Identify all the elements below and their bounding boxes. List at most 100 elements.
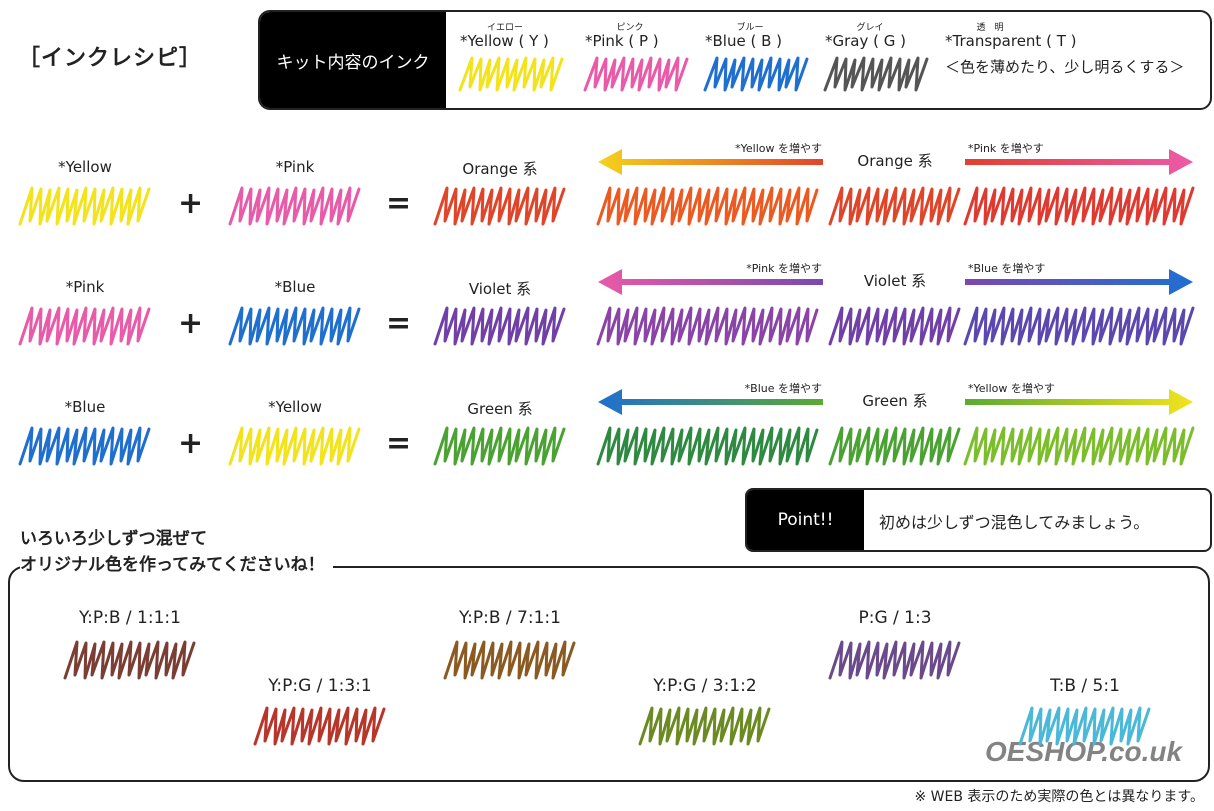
recipe-swatch [1018, 706, 1151, 746]
ink-stroke [828, 186, 961, 226]
arrow-shape [965, 389, 1193, 415]
row-ink-a-label: *Blue [64, 398, 106, 416]
ink-stroke [828, 306, 961, 346]
center-mix-swatch [828, 426, 961, 466]
ink-stroke [963, 186, 1195, 226]
ink-swatch-2 [703, 56, 809, 92]
left-arrow [598, 269, 823, 295]
row-result-label: Violet 系 [468, 280, 532, 298]
left-arrow-label: *Pink を増やす [746, 262, 822, 275]
center-label: Violet 系 [863, 272, 927, 290]
recipe-swatch [253, 706, 386, 746]
plus-sign: + [178, 306, 204, 341]
ink-stroke [228, 186, 361, 226]
plus-sign: + [178, 186, 204, 221]
right-arrow-label: *Pink を増やす [968, 142, 1044, 155]
equals-sign: = [386, 186, 412, 221]
ink-stroke [18, 426, 151, 466]
recipe-label: T:B / 5:1 [1050, 676, 1120, 696]
arrow-shape [598, 389, 823, 415]
footnote: ※ WEB 表示のため実際の色とは異なります。 [914, 789, 1204, 805]
row-ink-a-swatch [18, 186, 151, 226]
recipe-label: Y:P:B / 7:1:1 [459, 608, 561, 628]
recipe-swatch [443, 640, 576, 680]
ruby: イエロー [487, 23, 523, 33]
ink-name: *Blue ( B ) [705, 32, 782, 50]
center-mix-swatch [828, 306, 961, 346]
equals-sign: = [386, 306, 412, 341]
ink-stroke [596, 186, 819, 226]
ink-stroke [596, 426, 819, 466]
row-ink-a-label: *Yellow [58, 158, 112, 176]
point-text: 初めは少しずつ混色してみましょう。 [879, 513, 1150, 532]
page-title: ［インクレシピ］ [18, 46, 203, 71]
right-arrow-label: *Yellow を増やす [968, 382, 1055, 395]
recipe-swatch [828, 640, 961, 680]
row-ink-b-label: *Pink [275, 158, 315, 176]
ink-stroke [228, 426, 361, 466]
ink-stroke [583, 56, 689, 92]
ink-stroke [703, 56, 809, 92]
row-result-label: Green 系 [467, 400, 533, 418]
left-mix-swatch [596, 426, 819, 466]
row-ink-a-swatch [18, 426, 151, 466]
ink-stroke [253, 706, 386, 746]
arrow-shape [598, 269, 823, 295]
kit-label: キット内容のインク [260, 12, 446, 108]
recipe-label: Y:P:G / 1:3:1 [268, 676, 372, 696]
ink-name: *Gray ( G ) [825, 32, 906, 50]
ink-transparent: 透 明 *Transparent ( T ) ＜色を薄めたり、少し明るくする＞ [945, 12, 1205, 77]
row-ink-b-label: *Yellow [268, 398, 322, 416]
kit-inks-panel: キット内容のインク イエロー *Yellow ( Y ) ピンク *Pink (… [258, 10, 1212, 110]
point-badge: Point!! [747, 490, 864, 550]
mix-heading-line: オリジナル色を作ってみてくださいね！ [20, 555, 325, 575]
ruby: グレイ [856, 23, 884, 33]
ink-stroke [18, 306, 151, 346]
arrow-shape [965, 149, 1193, 175]
row-result-label: Orange 系 [462, 160, 538, 178]
ink-stroke [1018, 706, 1151, 746]
ink-stroke [18, 186, 151, 226]
recipe-label: Y:P:G / 3:1:2 [653, 676, 757, 696]
right-mix-swatch [963, 306, 1195, 346]
plus-sign: + [178, 426, 204, 461]
left-mix-swatch [596, 186, 819, 226]
ink-stroke [823, 56, 929, 92]
transparent-note: ＜色を薄めたり、少し明るくする＞ [945, 58, 1185, 76]
right-mix-swatch [963, 426, 1195, 466]
ink-gray: グレイ *Gray ( G ) [825, 12, 945, 50]
row-ink-b-label: *Blue [274, 278, 316, 296]
point-box: Point!! 初めは少しずつ混色してみましょう。 [745, 488, 1212, 552]
left-arrow [598, 149, 823, 175]
recipes-box [8, 566, 1210, 782]
right-arrow [965, 149, 1193, 175]
ink-swatch-1 [583, 56, 689, 92]
row-ink-b-swatch [228, 426, 361, 466]
ink-stroke [458, 56, 564, 92]
ink-stroke [228, 306, 361, 346]
center-label: Green 系 [862, 392, 928, 410]
ink-stroke [963, 306, 1195, 346]
ink-stroke [638, 706, 771, 746]
center-label: Orange 系 [857, 152, 933, 170]
left-arrow-label: *Yellow を増やす [735, 142, 822, 155]
row-ink-a-swatch [18, 306, 151, 346]
left-arrow [598, 389, 823, 415]
ink-name: *Yellow ( Y ) [460, 32, 549, 50]
ink-stroke [596, 306, 819, 346]
ruby: ピンク [616, 23, 644, 33]
ruby: 透 明 [976, 23, 1004, 33]
arrow-shape [965, 269, 1193, 295]
row-ink-b-swatch [228, 186, 361, 226]
ruby: ブルー [736, 23, 764, 33]
row-result-swatch [433, 306, 566, 346]
recipe-label: P:G / 1:3 [858, 608, 932, 628]
arrow-shape [598, 149, 823, 175]
recipe-swatch [638, 706, 771, 746]
recipe-label: Y:P:B / 1:1:1 [79, 608, 181, 628]
ink-swatch-3 [823, 56, 929, 92]
ink-stroke [828, 640, 961, 680]
left-arrow-label: *Blue を増やす [744, 382, 822, 395]
ink-name: *Transparent ( T ) [945, 32, 1077, 50]
right-arrow-label: *Blue を増やす [968, 262, 1046, 275]
